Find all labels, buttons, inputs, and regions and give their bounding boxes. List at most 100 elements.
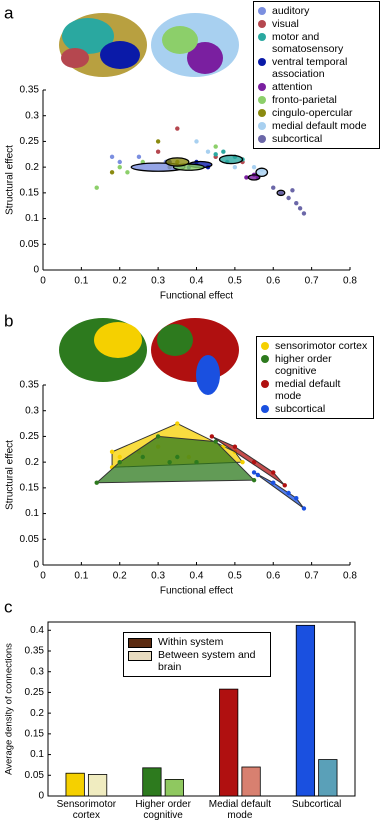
point: [209, 434, 215, 439]
legend-label: auditory: [272, 5, 310, 17]
legend-marker: [258, 20, 266, 28]
legend-marker: [258, 83, 266, 91]
legend: auditory visual motor and somatosensory ven…: [253, 1, 380, 149]
x-tick-label: 0.7: [305, 571, 319, 582]
y-tick-label: 0.05: [20, 239, 40, 250]
point: [251, 477, 257, 483]
x-tick-label: 0.4: [190, 276, 204, 287]
x-tick-label: 0.2: [113, 571, 127, 582]
point: [94, 480, 99, 485]
y-tick-label: 0.3: [25, 110, 39, 121]
ellipse: [165, 157, 190, 167]
legend-label: visual: [272, 18, 299, 30]
legend-label: motor and somatosensory: [272, 31, 344, 55]
point: [251, 164, 257, 170]
point: [301, 506, 307, 511]
legend-label: medial default mode: [275, 378, 341, 402]
x-tick-label: 0.6: [266, 276, 280, 287]
point: [213, 144, 218, 149]
legend-marker: [258, 7, 266, 15]
legend-item: ventral temporal association: [258, 56, 375, 80]
point: [213, 439, 218, 444]
legend-item: motor and somatosensory: [258, 31, 375, 55]
point: [109, 449, 115, 455]
point: [271, 470, 276, 475]
y-tick-label: 0.05: [25, 770, 45, 781]
legend-label: fronto-parietal: [272, 94, 337, 106]
point: [109, 154, 115, 160]
y-tick-label: 0.3: [30, 666, 44, 677]
legend-item: auditory: [258, 5, 375, 17]
y-tick-label: 0: [38, 791, 44, 802]
ellipse: [276, 189, 286, 197]
panel-label: a: [4, 3, 14, 22]
point: [175, 126, 180, 131]
x-tick-label: Higher order cognitive: [135, 799, 191, 821]
point: [140, 454, 145, 460]
point: [255, 472, 261, 478]
point: [155, 139, 161, 144]
legend-marker: [128, 638, 152, 648]
point: [117, 459, 122, 465]
ellipse: [247, 174, 261, 181]
legend-item: Within system: [128, 636, 266, 648]
point: [297, 206, 303, 211]
bar: [142, 767, 162, 797]
point: [167, 459, 172, 465]
legend-marker: [258, 58, 266, 66]
point: [251, 470, 257, 475]
point: [290, 188, 295, 193]
bar: [87, 774, 108, 797]
point: [117, 454, 122, 460]
legend-label: medial default mode: [272, 120, 367, 132]
bar: [219, 688, 239, 797]
point: [175, 454, 180, 460]
legend-item: visual: [258, 18, 375, 30]
legend-label: attention: [272, 81, 313, 93]
point: [232, 164, 238, 170]
y-tick-label: 0.1: [25, 508, 39, 519]
legend: Within system Between system and brain: [123, 632, 271, 677]
x-tick-label: Sensorimotor cortex: [56, 799, 117, 821]
legend-item: attention: [258, 81, 375, 93]
y-tick-label: 0.4: [30, 625, 44, 636]
point: [251, 459, 257, 465]
legend-item: higher order cognitive: [261, 353, 369, 377]
point: [117, 159, 122, 165]
legend-marker: [261, 380, 269, 388]
x-tick-label: 0.4: [190, 571, 204, 582]
y-tick-label: 0.25: [20, 431, 40, 442]
y-tick-label: 0.25: [25, 687, 45, 698]
x-axis-label: Functional effect: [160, 586, 233, 597]
legend-label: ventral temporal association: [272, 56, 348, 80]
y-tick-label: 0.35: [25, 646, 45, 657]
x-tick-label: 0.1: [74, 276, 88, 287]
y-tick-label: 0.1: [25, 213, 39, 224]
point: [175, 421, 180, 426]
x-tick-label: 0.6: [266, 571, 280, 582]
panel-label: b: [4, 311, 13, 330]
x-tick-label: 0.2: [113, 276, 127, 287]
legend-item: medial default mode: [261, 378, 369, 402]
x-tick-label: 0.8: [343, 276, 357, 287]
point: [282, 483, 287, 488]
x-axis-label: Functional effect: [160, 291, 233, 302]
point: [155, 149, 161, 154]
legend: sensorimotor cortex higher order cognitiv…: [256, 336, 374, 419]
legend-marker: [258, 109, 266, 117]
y-tick-label: 0: [33, 265, 39, 276]
y-tick-label: 0.1: [30, 749, 44, 760]
legend-item: subcortical: [261, 403, 369, 415]
legend-item: cingulo-opercular: [258, 107, 375, 119]
point: [205, 149, 211, 154]
legend-marker: [128, 651, 152, 661]
legend-marker: [261, 355, 269, 363]
point: [244, 175, 249, 180]
point: [136, 154, 142, 160]
x-tick-label: 0.5: [228, 276, 242, 287]
y-tick-label: 0.35: [20, 380, 40, 391]
panel-label: c: [4, 597, 13, 616]
y-tick-label: 0.35: [20, 85, 40, 96]
point: [301, 211, 307, 216]
